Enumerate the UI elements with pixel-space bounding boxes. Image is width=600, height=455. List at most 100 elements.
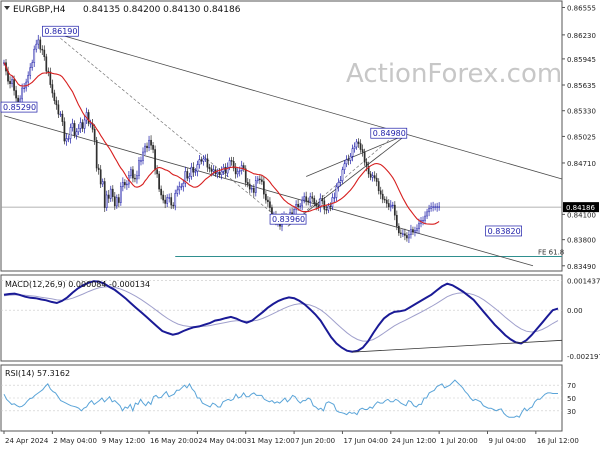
- candle-body: [347, 159, 350, 161]
- time-axis-label: 9 Jul 04:00: [488, 437, 526, 445]
- candle-body: [412, 229, 414, 233]
- rising-channel-upper: [306, 133, 408, 177]
- channel-upper-line: [60, 34, 563, 180]
- candle-body: [402, 233, 404, 235]
- candle-body: [228, 160, 231, 168]
- candle-body: [256, 178, 259, 181]
- candle-body: [130, 169, 132, 176]
- candle-body: [164, 199, 167, 204]
- candle-body: [75, 131, 78, 136]
- candle-body: [248, 183, 251, 190]
- candle-body: [397, 225, 400, 234]
- candle-body: [144, 145, 146, 153]
- candle-body: [224, 166, 227, 174]
- price-axis-label: 0.86230: [567, 32, 596, 40]
- rsi-title: RSI(14) 57.3162: [5, 369, 70, 378]
- moving-average-line: [3, 62, 440, 225]
- candle-body: [408, 234, 410, 239]
- candle-body: [57, 104, 60, 115]
- candle-body: [428, 208, 430, 213]
- candle-body: [51, 84, 54, 94]
- chevron-down-icon[interactable]: [4, 6, 10, 10]
- candle-body: [422, 220, 424, 222]
- candle-body: [400, 232, 402, 235]
- price-axis: 0.86555 0.86230 0.85945 0.85635 0.85330 0.850…: [562, 4, 599, 271]
- candle-body: [383, 198, 386, 201]
- macd-divergence-line: [352, 339, 563, 353]
- candle-body: [325, 209, 328, 211]
- candle-body: [33, 48, 36, 63]
- candle-body: [430, 206, 432, 209]
- price-annotation-box: [42, 25, 79, 37]
- price-annotation-label: 0.85290: [3, 103, 36, 112]
- candle-body: [432, 206, 434, 208]
- candle-body: [67, 138, 70, 140]
- candle-body: [410, 229, 412, 235]
- time-axis-label: 24 Apr 2024: [5, 437, 49, 445]
- price-chart: FE 61.8 0.86190 0.85290 0.84980 0.83960 0.838…: [0, 25, 564, 267]
- macd-title: MACD(12,26,9) 0.000084 -0.000134: [5, 280, 150, 289]
- candle-body: [69, 127, 72, 139]
- candle-body: [232, 161, 235, 169]
- candle-body: [126, 183, 128, 186]
- candle-body: [115, 197, 118, 207]
- macd-axis-label: -0.002197: [567, 353, 600, 361]
- candle-body: [307, 200, 310, 202]
- candle-body: [178, 186, 181, 191]
- candle-body: [305, 196, 308, 202]
- candle-body: [393, 204, 396, 216]
- time-axis-label: 24 Jun 12:00: [392, 437, 436, 445]
- candle-body: [21, 87, 23, 100]
- candle-body: [313, 198, 316, 204]
- watermark: ActionForex.com: [346, 59, 562, 89]
- macd-axis: 0.001437 0.00 -0.002197: [567, 277, 600, 360]
- candle-body: [333, 197, 336, 199]
- candle-body: [101, 181, 104, 185]
- candle-body: [345, 159, 348, 165]
- candle-body: [341, 169, 344, 181]
- price-annotation-label: 0.84980: [373, 129, 406, 138]
- candle-body: [49, 71, 52, 85]
- candle-body: [414, 230, 416, 233]
- candle-body: [319, 198, 322, 208]
- candle-body: [359, 143, 362, 150]
- candle-body: [367, 166, 370, 175]
- candle-body: [196, 164, 199, 172]
- price-annotation-box: [485, 225, 522, 237]
- candle-body: [365, 161, 368, 167]
- candle-body: [188, 176, 191, 179]
- candle-body: [37, 39, 40, 45]
- candle-body: [162, 194, 165, 201]
- candle-body: [210, 168, 213, 172]
- symbol-dropdown[interactable]: EURGBP,H4 0.84135 0.84200 0.84130 0.8418…: [4, 5, 241, 15]
- candle-body: [9, 80, 11, 84]
- ohlc-values: 0.84135 0.84200 0.84130 0.84186: [83, 5, 241, 15]
- candle-body: [349, 155, 352, 161]
- rsi-line: [3, 379, 558, 418]
- candle-body: [395, 214, 398, 227]
- candle-body: [261, 179, 263, 182]
- candle-body: [297, 204, 299, 208]
- candle-body: [355, 141, 358, 148]
- candle-body: [61, 113, 64, 122]
- candle-body: [146, 145, 148, 149]
- candle-body: [252, 188, 255, 193]
- candle-body: [156, 169, 158, 175]
- price-annotation-label: 0.86190: [44, 27, 77, 36]
- candle-body: [15, 90, 17, 99]
- candle-body: [309, 196, 312, 202]
- projection-dashed-line-1: [60, 37, 289, 227]
- candle-body: [160, 188, 162, 196]
- candle-body: [212, 169, 215, 172]
- candle-body: [158, 173, 160, 190]
- candle-body: [206, 158, 209, 168]
- candle-body: [47, 70, 50, 73]
- candle-body: [99, 169, 102, 185]
- candle-body: [303, 196, 306, 201]
- time-axis-label: 16 May 20:00: [150, 437, 198, 445]
- candle-body: [41, 48, 44, 51]
- channel-lower-line: [3, 115, 534, 267]
- candle-body: [375, 177, 378, 182]
- candle-body: [343, 163, 346, 170]
